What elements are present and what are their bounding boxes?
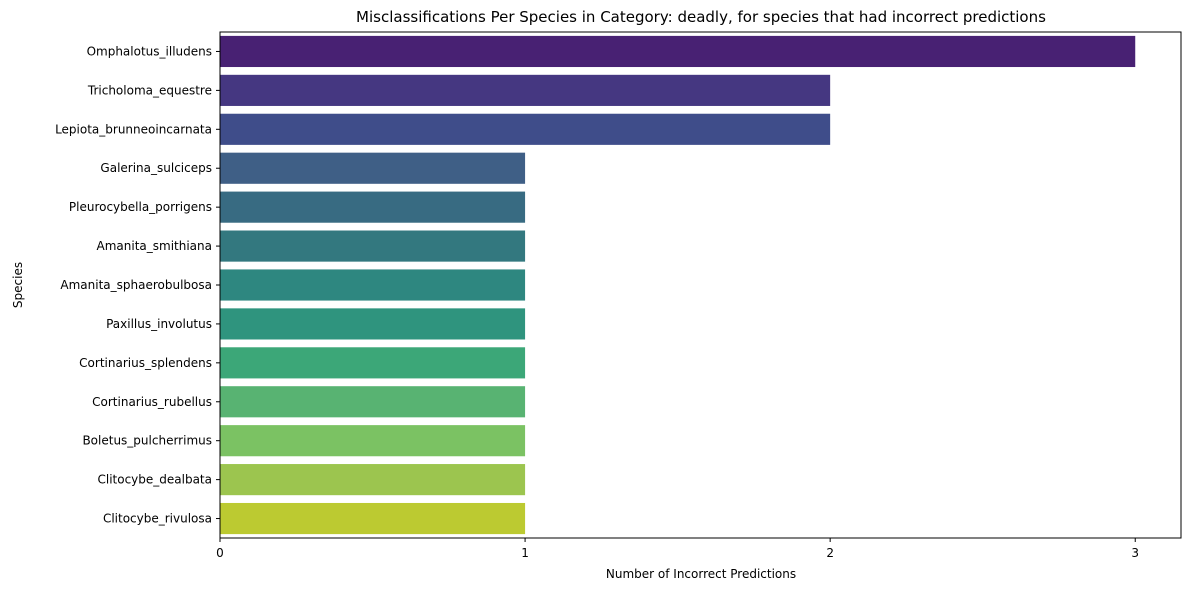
x-tick-labels: 0 1 2 3 xyxy=(216,538,1139,560)
x-axis-label: Number of Incorrect Predictions xyxy=(606,567,796,581)
y-axis-label: Species xyxy=(11,262,25,308)
x-tick-label: 2 xyxy=(826,546,834,560)
y-tick-label: Galerina_sulciceps xyxy=(100,161,212,175)
bars-layer xyxy=(220,35,1136,535)
y-tick-label: Tricholoma_equestre xyxy=(87,83,212,97)
y-tick-label: Clitocybe_dealbata xyxy=(97,473,212,487)
bar-Pleurocybella_porrigens xyxy=(220,191,526,223)
y-tick-labels: Omphalotus_illudens Tricholoma_equestre Le… xyxy=(55,44,220,526)
y-tick-label: Boletus_pulcherrimus xyxy=(82,434,212,448)
x-tick-label: 3 xyxy=(1131,546,1139,560)
bar-Amanita_sphaerobulbosa xyxy=(220,269,526,301)
x-tick-label: 0 xyxy=(216,546,224,560)
bar-Amanita_smithiana xyxy=(220,230,526,262)
y-tick-label: Paxillus_involutus xyxy=(106,317,212,331)
bar-Cortinarius_rubellus xyxy=(220,386,526,418)
bar-Lepiota_brunneoincarnata xyxy=(220,113,831,145)
bar-Omphalotus_illudens xyxy=(220,35,1136,68)
bar-Clitocybe_rivulosa xyxy=(220,502,526,535)
y-tick-label: Omphalotus_illudens xyxy=(87,44,212,58)
y-tick-label: Pleurocybella_porrigens xyxy=(69,200,212,214)
plot-frame xyxy=(219,31,1182,539)
y-tick-label: Cortinarius_rubellus xyxy=(92,395,212,409)
y-tick-label: Cortinarius_splendens xyxy=(79,356,212,370)
bar-Boletus_pulcherrimus xyxy=(220,425,526,457)
chart-title: Misclassifications Per Species in Catego… xyxy=(356,8,1046,26)
y-tick-label: Amanita_smithiana xyxy=(97,239,212,253)
y-tick-label: Lepiota_brunneoincarnata xyxy=(55,122,212,136)
bar-Tricholoma_equestre xyxy=(220,74,831,106)
bar-Clitocybe_dealbata xyxy=(220,464,526,496)
bar-Cortinarius_splendens xyxy=(220,347,526,379)
y-tick-label: Amanita_sphaerobulbosa xyxy=(60,278,212,292)
x-tick-label: 1 xyxy=(521,546,529,560)
y-tick-label: Clitocybe_rivulosa xyxy=(103,512,212,526)
bar-Galerina_sulciceps xyxy=(220,152,526,184)
bar-Paxillus_involutus xyxy=(220,308,526,340)
